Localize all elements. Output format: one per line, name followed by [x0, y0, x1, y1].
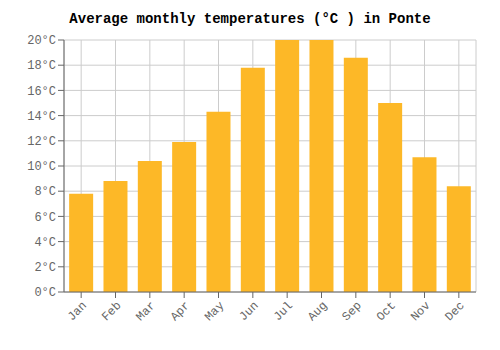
svg-text:20°C: 20°C — [27, 34, 56, 48]
svg-text:18°C: 18°C — [27, 59, 56, 73]
svg-text:Nov: Nov — [408, 299, 433, 324]
svg-text:Apr: Apr — [168, 299, 193, 324]
svg-text:4°C: 4°C — [34, 236, 56, 250]
svg-text:8°C: 8°C — [34, 185, 56, 199]
svg-text:10°C: 10°C — [27, 160, 56, 174]
svg-text:Oct: Oct — [374, 299, 399, 324]
svg-text:12°C: 12°C — [27, 135, 56, 149]
svg-text:0°C: 0°C — [34, 286, 56, 300]
svg-text:May: May — [202, 299, 227, 324]
svg-text:Jan: Jan — [65, 299, 90, 324]
svg-text:2°C: 2°C — [34, 261, 56, 275]
svg-text:Aug: Aug — [305, 299, 330, 324]
svg-text:Feb: Feb — [99, 299, 124, 324]
svg-text:Sep: Sep — [340, 299, 365, 324]
svg-text:Dec: Dec — [443, 299, 468, 324]
svg-text:6°C: 6°C — [34, 211, 56, 225]
svg-text:Mar: Mar — [134, 299, 159, 324]
svg-text:14°C: 14°C — [27, 110, 56, 124]
svg-text:16°C: 16°C — [27, 85, 56, 99]
svg-text:Jun: Jun — [237, 299, 262, 324]
html-text:Average monthly temperatures (: Average monthly temperatures (°C ) in Po… — [69, 11, 431, 27]
svg-text:Jul: Jul — [271, 299, 296, 324]
